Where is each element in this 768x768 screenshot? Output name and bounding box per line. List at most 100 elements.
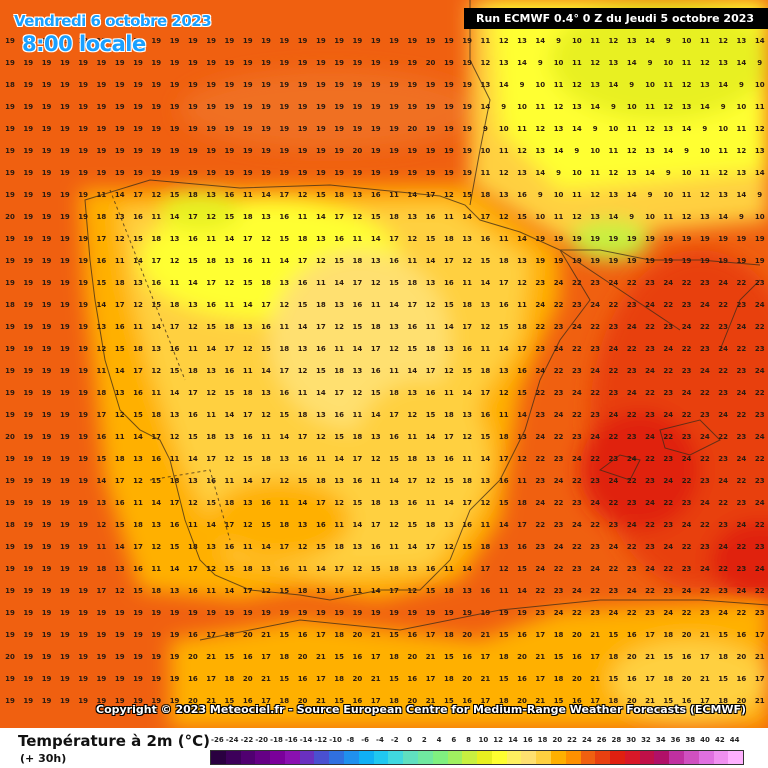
grid-value: 11 [499, 587, 509, 595]
grid-value: 19 [78, 213, 88, 221]
grid-value: 15 [663, 697, 673, 705]
grid-value: 9 [501, 103, 506, 111]
grid-value: 18 [334, 367, 344, 375]
grid-value: 15 [151, 301, 161, 309]
grid-value: 23 [755, 411, 765, 419]
grid-value: 19 [78, 697, 88, 705]
grid-value: 19 [243, 81, 253, 89]
grid-value: 18 [371, 499, 381, 507]
grid-value: 16 [627, 631, 637, 639]
grid-value: 12 [517, 147, 527, 155]
grid-value: 19 [151, 103, 161, 111]
grid-value: 19 [261, 59, 271, 67]
grid-value: 13 [206, 543, 216, 551]
grid-value: 13 [279, 455, 289, 463]
grid-value: 24 [645, 367, 655, 375]
grid-value: 17 [206, 455, 216, 463]
grid-value: 19 [170, 609, 180, 617]
scale-swatch [388, 751, 404, 764]
grid-value: 22 [755, 389, 765, 397]
grid-value: 15 [279, 631, 289, 639]
grid-value: 14 [499, 521, 509, 529]
grid-value: 19 [115, 169, 125, 177]
grid-value: 17 [279, 543, 289, 551]
grid-value: 17 [261, 301, 271, 309]
grid-value: 22 [718, 499, 728, 507]
grid-value: 13 [97, 499, 107, 507]
grid-value: 12 [499, 169, 509, 177]
grid-value: 12 [133, 301, 143, 309]
grid-value: 24 [663, 477, 673, 485]
grid-value: 11 [481, 521, 491, 529]
grid-value: 19 [60, 235, 70, 243]
grid-value: 12 [590, 191, 600, 199]
grid-value: 19 [133, 37, 143, 45]
grid-value: 19 [60, 521, 70, 529]
grid-value: 13 [517, 433, 527, 441]
grid-value: 19 [42, 279, 52, 287]
grid-value: 23 [737, 499, 747, 507]
temperature-map[interactable]: 19 19 19 19 19 19 19 19 19 19 19 19 19 19 19 19 19 19 19 19… [0, 0, 768, 728]
grid-value: 14 [225, 411, 235, 419]
grid-value: 19 [133, 59, 143, 67]
grid-value: 18 [243, 565, 253, 573]
grid-value: 12 [517, 455, 527, 463]
grid-value: 19 [97, 169, 107, 177]
grid-value: 16 [481, 587, 491, 595]
grid-value: 11 [151, 389, 161, 397]
grid-value: 19 [261, 37, 271, 45]
grid-value: 18 [499, 257, 509, 265]
grid-value: 19 [78, 37, 88, 45]
grid-value: 12 [334, 499, 344, 507]
grid-value: 19 [389, 81, 399, 89]
grid-value: 22 [590, 521, 600, 529]
grid-value: 14 [645, 169, 655, 177]
grid-value: 16 [188, 587, 198, 595]
grid-value: 12 [481, 323, 491, 331]
grid-value: 16 [243, 653, 253, 661]
variable-title: Température à 2m (°C) [18, 732, 210, 750]
grid-value: 15 [554, 653, 564, 661]
grid-value: 13 [389, 499, 399, 507]
grid-value: 23 [572, 499, 582, 507]
grid-value: 17 [517, 521, 527, 529]
grid-value: 24 [627, 455, 637, 463]
grid-value: 15 [353, 499, 363, 507]
grid-value: 19 [5, 565, 15, 573]
grid-value: 16 [481, 235, 491, 243]
grid-value: 9 [648, 59, 653, 67]
grid-value: 18 [481, 543, 491, 551]
grid-value: 19 [60, 477, 70, 485]
grid-value: 17 [371, 345, 381, 353]
grid-value: 17 [115, 301, 125, 309]
grid-value: 20 [407, 653, 417, 661]
grid-value: 17 [316, 675, 326, 683]
grid-value: 22 [755, 323, 765, 331]
grid-value: 11 [407, 433, 417, 441]
grid-value: 19 [23, 587, 33, 595]
grid-value: 16 [298, 675, 308, 683]
grid-value: 11 [389, 191, 399, 199]
grid-value: 15 [298, 301, 308, 309]
grid-value: 14 [535, 37, 545, 45]
scale-swatch [403, 751, 418, 764]
grid-value: 22 [700, 455, 710, 463]
grid-value: 17 [206, 675, 216, 683]
grid-value: 19 [23, 169, 33, 177]
grid-value: 10 [737, 103, 747, 111]
grid-value: 9 [629, 81, 634, 89]
grid-value: 19 [371, 147, 381, 155]
grid-value: 11 [243, 543, 253, 551]
grid-value: 9 [721, 103, 726, 111]
grid-value: 20 [298, 697, 308, 705]
forecast-time: 8:00 locale [22, 32, 146, 56]
grid-value: 22 [590, 455, 600, 463]
grid-value: 11 [151, 565, 161, 573]
grid-value: 19 [206, 103, 216, 111]
grid-value: 19 [23, 323, 33, 331]
grid-value: 22 [572, 345, 582, 353]
scale-tick-labels: -26 -24 -22 -20 -18 -16 -14 -12 -10 -8 -6 -4 -2 0 2 4 6 8… [203, 736, 743, 748]
grid-value: 24 [700, 367, 710, 375]
grid-value: 14 [407, 543, 417, 551]
grid-value: 16 [298, 455, 308, 463]
